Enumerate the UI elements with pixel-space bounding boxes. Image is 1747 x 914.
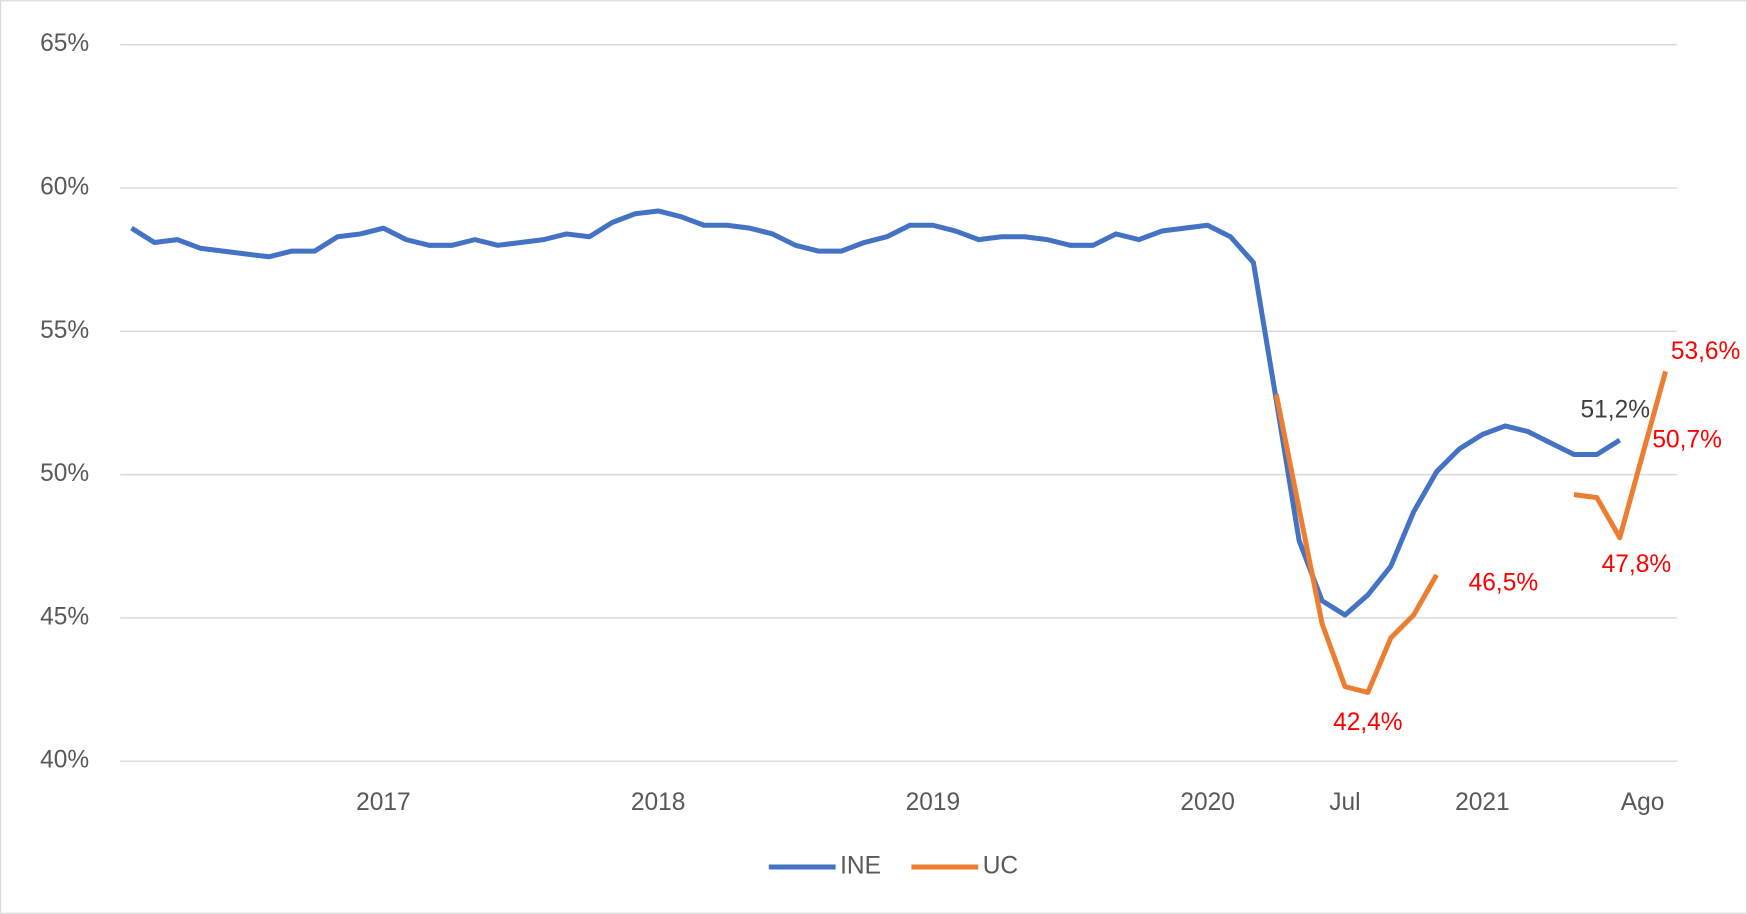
data-label: 50,7%	[1652, 427, 1721, 454]
y-tick-label: 45%	[40, 603, 89, 630]
y-tick-label: 60%	[40, 174, 89, 201]
data-label: 46,5%	[1469, 569, 1538, 596]
line-series	[1273, 370, 1668, 695]
y-tick-label: 65%	[40, 30, 89, 57]
data-label: 42,4%	[1333, 709, 1402, 736]
x-tick-label: 2021	[1455, 789, 1510, 816]
data-label: 53,6%	[1671, 338, 1740, 365]
legend-label: UC	[983, 852, 1018, 879]
data-label: 47,8%	[1602, 551, 1671, 578]
x-tick-label: Jul	[1329, 789, 1360, 816]
y-tick-label: 40%	[40, 747, 89, 774]
x-tick-label: 2020	[1180, 789, 1235, 816]
y-tick-label: 55%	[40, 317, 89, 344]
x-tick-label: 2018	[631, 789, 686, 816]
y-tick-label: 50%	[40, 460, 89, 487]
x-tick-label: 2019	[906, 789, 961, 816]
x-tick-label: 2017	[356, 789, 411, 816]
x-tick-label: Ago	[1621, 789, 1665, 816]
line-series	[130, 208, 1622, 618]
data-label: 51,2%	[1581, 397, 1650, 424]
legend-label: INE	[840, 852, 881, 879]
